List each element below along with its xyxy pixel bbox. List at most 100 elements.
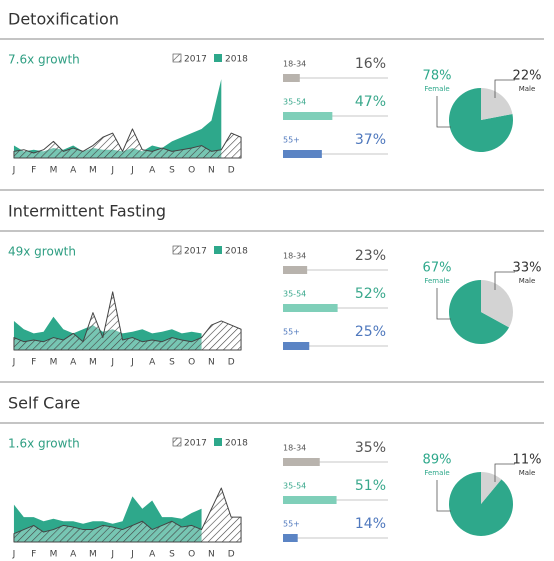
growth-label: 7.6x growth	[8, 53, 80, 67]
panel-title: Self Care	[8, 394, 80, 413]
month-label: O	[188, 166, 195, 176]
age-percent: 52%	[355, 286, 386, 302]
month-label: F	[31, 358, 36, 368]
pointer	[436, 480, 451, 512]
age-percent: 37%	[355, 132, 386, 148]
male-percent: 22%	[513, 69, 542, 84]
month-label: N	[208, 166, 215, 176]
month-label: F	[31, 550, 36, 560]
month-label: M	[89, 358, 97, 368]
month-label: A	[149, 358, 156, 368]
panel-title: Intermittent Fasting	[8, 202, 166, 221]
month-label: J	[110, 166, 114, 176]
month-label: J	[12, 166, 16, 176]
female-label: Female	[424, 469, 449, 477]
legend-swatch	[214, 438, 222, 446]
month-label: S	[169, 166, 175, 176]
pie-slice	[449, 280, 510, 345]
age-bar	[283, 496, 337, 504]
age-bar	[283, 304, 338, 312]
age-bar	[283, 150, 322, 158]
pointer	[494, 271, 515, 290]
month-label: J	[12, 358, 16, 368]
age-percent: 14%	[355, 516, 386, 532]
month-label: D	[228, 166, 235, 176]
month-label: S	[169, 358, 175, 368]
age-bar	[283, 112, 333, 120]
legend-swatch	[172, 245, 182, 255]
month-label: J	[12, 550, 16, 560]
month-label: A	[149, 166, 156, 176]
age-bar	[283, 458, 320, 466]
month-label: N	[208, 358, 215, 368]
male-label: Male	[519, 469, 536, 477]
pointer	[436, 288, 451, 320]
age-label: 18-34	[283, 60, 306, 69]
female-label: Female	[424, 277, 449, 285]
age-percent: 35%	[355, 440, 386, 456]
age-bar	[283, 266, 308, 274]
month-label: M	[50, 358, 58, 368]
month-label: N	[208, 550, 215, 560]
age-label: 18-34	[283, 444, 306, 453]
month-label: A	[70, 550, 77, 560]
month-label: J	[130, 358, 134, 368]
legend-label: 2018	[225, 55, 248, 65]
area-2017	[13, 128, 242, 159]
month-label: M	[50, 166, 58, 176]
pie-slice	[448, 88, 513, 152]
month-label: D	[228, 550, 235, 560]
age-label: 18-34	[283, 252, 306, 261]
female-percent: 78%	[423, 69, 452, 84]
month-label: A	[70, 358, 77, 368]
legend-swatch	[172, 437, 182, 447]
legend-swatch	[214, 54, 222, 62]
age-bar	[283, 342, 310, 350]
growth-label: 1.6x growth	[8, 437, 80, 451]
month-label: M	[89, 166, 97, 176]
age-label: 35-54	[283, 482, 306, 491]
male-percent: 11%	[513, 453, 542, 468]
legend-label: 2018	[225, 439, 248, 449]
pointer	[494, 79, 515, 98]
month-label: F	[31, 166, 36, 176]
age-bar	[283, 534, 298, 542]
area-2017	[13, 291, 242, 351]
female-percent: 89%	[423, 453, 452, 468]
month-label: D	[228, 358, 235, 368]
pie-slice	[481, 280, 513, 328]
pie-slice	[481, 472, 502, 504]
male-label: Male	[519, 85, 536, 93]
age-label: 35-54	[283, 290, 306, 299]
legend-label: 2017	[184, 55, 207, 65]
legend-swatch	[172, 53, 182, 63]
month-label: O	[188, 358, 195, 368]
legend-swatch	[214, 246, 222, 254]
month-label: J	[130, 166, 134, 176]
month-label: A	[149, 550, 156, 560]
pie-slice	[481, 88, 513, 120]
age-percent: 16%	[355, 56, 386, 72]
age-percent: 25%	[355, 324, 386, 340]
month-label: M	[89, 550, 97, 560]
age-percent: 51%	[355, 478, 386, 494]
month-label: O	[188, 550, 195, 560]
legend-label: 2018	[225, 247, 248, 257]
month-label: J	[110, 550, 114, 560]
female-label: Female	[424, 85, 449, 93]
growth-label: 49x growth	[8, 245, 76, 259]
male-label: Male	[519, 277, 536, 285]
male-percent: 33%	[513, 261, 542, 276]
month-label: M	[50, 550, 58, 560]
panel-title: Detoxification	[8, 10, 119, 29]
pointer	[494, 463, 515, 482]
month-label: J	[110, 358, 114, 368]
age-bar	[283, 74, 300, 82]
area-2017	[13, 487, 242, 543]
month-label: J	[130, 550, 134, 560]
legend-label: 2017	[184, 247, 207, 257]
age-percent: 23%	[355, 248, 386, 264]
age-label: 35-54	[283, 98, 306, 107]
pointer	[436, 96, 451, 128]
